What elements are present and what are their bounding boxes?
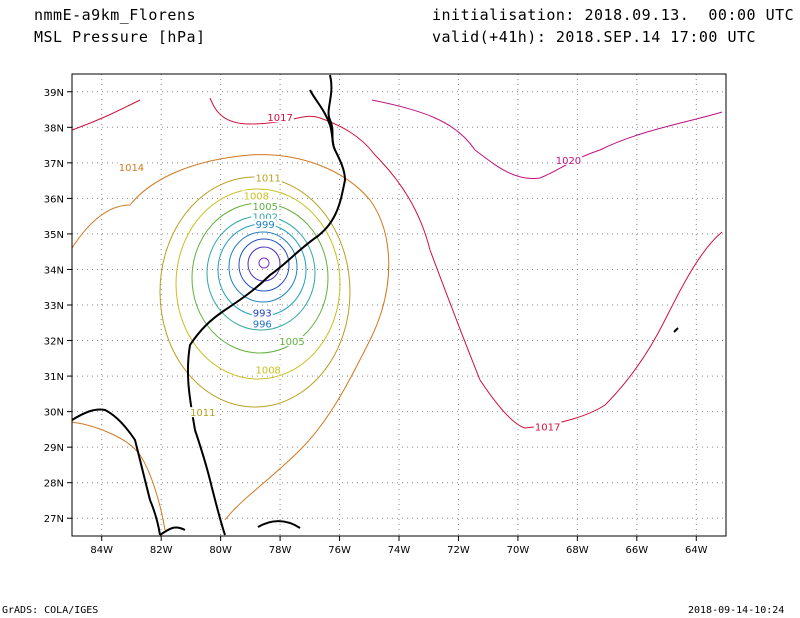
contour-label-bg (254, 218, 276, 229)
contour-label-bg (533, 421, 562, 432)
timestamp: 2018-09-14-10:24 (688, 605, 785, 616)
model-title: nmmE-a9km_Florens (34, 6, 197, 24)
lon-tick-label: 72W (447, 545, 470, 556)
contour-label: 1014 (119, 163, 144, 174)
variable-title: MSL Pressure [hPa] (34, 28, 206, 46)
lat-tick-label: 35N (44, 230, 64, 241)
lon-tick-label: 82W (150, 545, 173, 556)
isobar-1008 (175, 188, 341, 380)
contour-label-bg (251, 211, 280, 222)
lat-tick-label: 36N (44, 194, 64, 205)
contour-label-bg (251, 201, 280, 212)
contour-label-bg (251, 307, 273, 318)
contour-label: 1017 (267, 113, 292, 124)
lat-tick-label: 32N (44, 337, 64, 348)
lat-tick-label: 28N (44, 479, 64, 490)
contour-label-bg (266, 112, 294, 123)
isobar-990 (247, 246, 281, 282)
isobar-1020 (371, 99, 723, 180)
contour-label-bg (251, 318, 273, 329)
lat-tick-label: 33N (44, 301, 64, 312)
contour-label: 1005 (253, 202, 278, 213)
lon-tick-label: 78W (269, 545, 292, 556)
axis-ticks: 84W 82W 80W 78W 76W 74W 72W 70W 68W 66W 64W 27N 28N 2… (44, 88, 708, 556)
lat-tick-label: 39N (44, 88, 64, 99)
contour-label: 1011 (255, 174, 280, 185)
contour-label: 1020 (556, 156, 581, 167)
isobars (71, 97, 723, 531)
lat-tick-label: 31N (44, 372, 64, 383)
lat-tick-label: 29N (44, 443, 64, 454)
lon-tick-label: 68W (566, 545, 589, 556)
credit: GrADS: COLA/IGES (2, 605, 99, 616)
lat-tick-label: 30N (44, 408, 64, 419)
lat-tick-label: 27N (44, 514, 64, 525)
contour-label: 999 (256, 220, 275, 231)
lon-tick-label: 74W (388, 545, 411, 556)
contour-label-bg (189, 407, 217, 418)
isobar-1017-west (71, 99, 141, 131)
contour-label: 1017 (535, 422, 560, 433)
contour-label: 1011 (190, 408, 215, 419)
valid-time: valid(+41h): 2018.SEP.14 17:00 UTC (432, 28, 757, 46)
contour-label-bg (278, 336, 306, 347)
lon-tick-label: 70W (507, 545, 530, 556)
isobar-1017-north (209, 97, 723, 429)
contour-label: 993 (253, 309, 272, 320)
lon-tick-label: 76W (328, 545, 351, 556)
isobar-987 (258, 257, 270, 269)
coastline (71, 74, 679, 536)
contour-label-bg (254, 364, 282, 375)
lat-tick-label: 37N (44, 159, 64, 170)
contour-label-bg (117, 161, 146, 172)
contour-label: 1008 (244, 191, 269, 202)
contour-label: 996 (253, 319, 272, 330)
lat-tick-label: 38N (44, 123, 64, 134)
lat-tick-label: 34N (44, 265, 64, 276)
isobar-993 (238, 238, 290, 292)
isobar-1014 (71, 154, 390, 521)
contour-label: 1005 (279, 337, 304, 348)
gridlines (72, 74, 726, 536)
lon-tick-label: 66W (626, 545, 649, 556)
init-time: initialisation: 2018.09.13. 00:00 UTC (432, 6, 795, 24)
isobar-1014-west (71, 421, 166, 531)
contour-labels: 1017102010171014101110081005100299999399… (117, 112, 583, 433)
contour-label: 1008 (255, 366, 280, 377)
lon-tick-label: 80W (209, 545, 232, 556)
contour-label-bg (554, 154, 583, 165)
isobar-996 (228, 231, 298, 303)
lon-tick-label: 84W (90, 545, 113, 556)
contour-label-bg (242, 190, 271, 201)
contour-label-bg (254, 172, 282, 183)
contour-label: 1002 (253, 213, 278, 224)
lon-tick-label: 64W (685, 545, 708, 556)
